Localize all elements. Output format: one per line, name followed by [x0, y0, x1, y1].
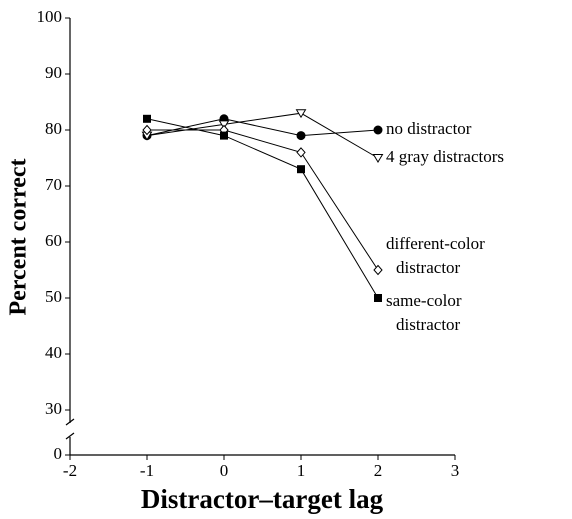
- series-line: [146, 118, 379, 137]
- y-tick-label: 90: [45, 63, 62, 82]
- marker: [373, 264, 383, 276]
- x-tick-label: 3: [451, 461, 460, 480]
- x-tick-label: -1: [140, 461, 154, 480]
- marker: [295, 109, 307, 119]
- marker: [218, 120, 230, 130]
- y-tick-label: 50: [45, 287, 62, 306]
- marker: [143, 114, 151, 123]
- axis-break: [65, 432, 75, 440]
- x-tick-label: 0: [220, 461, 229, 480]
- series-label: no distractor: [386, 119, 472, 138]
- x-tick-label: 1: [297, 461, 306, 480]
- y-tick-label: 80: [45, 119, 62, 138]
- series-line: [146, 112, 379, 159]
- axis-break: [65, 418, 75, 426]
- marker: [373, 125, 383, 135]
- marker: [296, 131, 306, 141]
- y-tick-label: 0: [54, 444, 63, 463]
- marker: [374, 294, 382, 302]
- marker: [297, 165, 305, 174]
- marker: [220, 131, 228, 140]
- y-tick-label: 70: [45, 175, 62, 194]
- x-tick-label: 2: [374, 461, 383, 480]
- x-tick-label: -2: [63, 461, 77, 480]
- series-line: [147, 129, 379, 271]
- series-label: same-color distractor: [386, 291, 462, 334]
- y-tick-label: 40: [45, 343, 62, 362]
- y-tick-label: 30: [45, 399, 62, 418]
- y-axis-title: Percent correct: [6, 158, 32, 315]
- y-tick-label: 100: [37, 7, 63, 26]
- x-axis-title: Distractor–target lag: [141, 484, 384, 514]
- series-line: [146, 118, 379, 299]
- marker: [296, 147, 306, 158]
- marker: [142, 124, 152, 136]
- y-tick-label: 60: [45, 231, 62, 250]
- marker: [372, 154, 384, 163]
- series-label: different-color distractor: [386, 234, 485, 277]
- series-label: 4 gray distractors: [386, 147, 504, 166]
